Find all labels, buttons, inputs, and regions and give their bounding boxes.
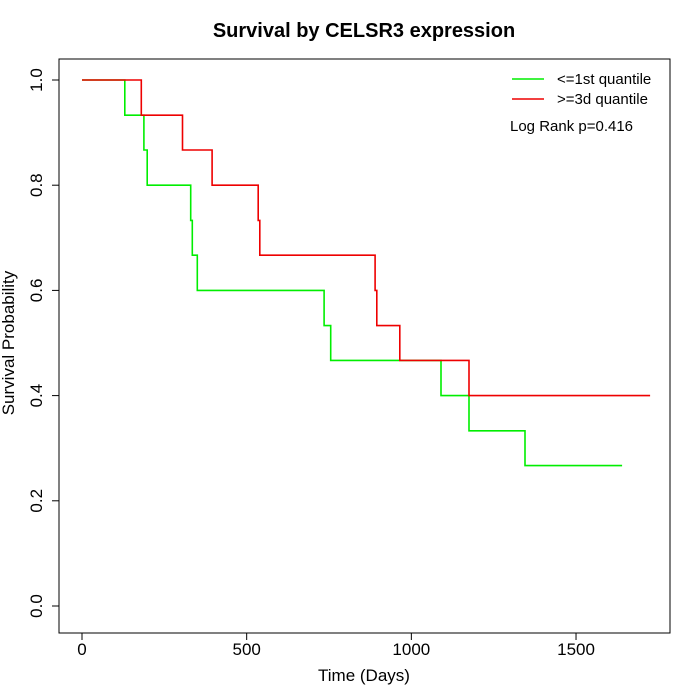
y-tick-label: 0.0 bbox=[27, 594, 46, 618]
x-tick-label: 1500 bbox=[557, 640, 595, 659]
series-line-2 bbox=[82, 79, 651, 397]
x-tick-label: 1000 bbox=[392, 640, 430, 659]
y-tick-label: 1.0 bbox=[27, 68, 46, 92]
y-tick-label: 0.8 bbox=[27, 173, 46, 197]
y-axis-label: Survival Probability bbox=[0, 270, 18, 415]
x-axis-label: Time (Days) bbox=[318, 666, 410, 685]
x-tick-label: 0 bbox=[77, 640, 86, 659]
x-tick-label: 500 bbox=[232, 640, 260, 659]
series-layer bbox=[82, 79, 651, 467]
y-tick-label: 0.6 bbox=[27, 279, 46, 303]
log-rank-annotation: Log Rank p=0.416 bbox=[510, 118, 633, 135]
y-tick-label: 0.2 bbox=[27, 489, 46, 513]
legend-label: <=1st quantile bbox=[557, 71, 651, 88]
y-axis: 0.0 0.2 0.4 0.6 0.8 1.0 bbox=[27, 68, 60, 618]
chart-title: Survival by CELSR3 expression bbox=[213, 20, 515, 42]
legend: <=1st quantile >=3d quantile bbox=[512, 71, 651, 108]
legend-label: >=3d quantile bbox=[557, 91, 648, 108]
y-tick-label: 0.4 bbox=[27, 384, 46, 408]
x-axis: 0 500 1000 1500 bbox=[77, 632, 595, 659]
series-line-1 bbox=[82, 79, 623, 467]
